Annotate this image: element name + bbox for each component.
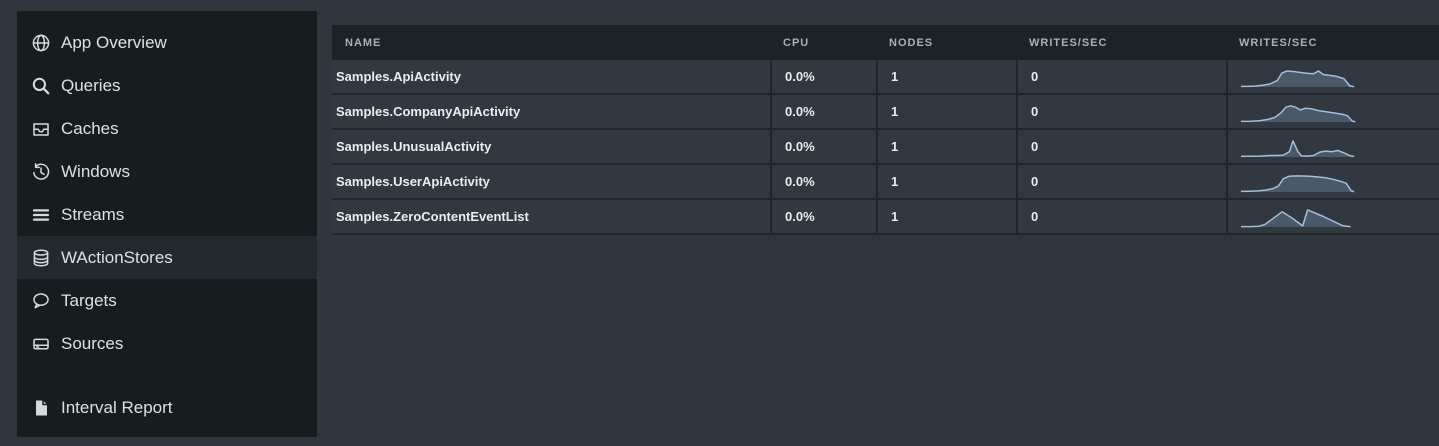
table-row-writes-per-sec: 0 <box>1016 60 1226 95</box>
writes-sparkline <box>1241 208 1351 227</box>
history-icon <box>30 161 52 183</box>
table-row-cpu: 0.0% <box>770 130 876 165</box>
sidebar-item-label: Targets <box>61 290 117 310</box>
table-row-nodes: 1 <box>876 200 1016 235</box>
globe-icon <box>30 32 52 54</box>
column-header-name: NAME <box>332 25 770 60</box>
sidebar-item-sources[interactable]: Sources <box>17 322 317 365</box>
table-row-writes-per-sec: 0 <box>1016 130 1226 165</box>
table-row-nodes: 1 <box>876 60 1016 95</box>
table-row-cpu: 0.0% <box>770 60 876 95</box>
wactionstores-table: NAME CPU NODES WRITES/SEC WRITES/SEC Sam… <box>332 25 1439 235</box>
sidebar-section-gap <box>17 365 317 386</box>
table-row-nodes: 1 <box>876 130 1016 165</box>
streams-lines-icon <box>30 204 52 226</box>
sidebar: App Overview Queries Caches Wind <box>17 11 317 437</box>
sidebar-item-label: Streams <box>61 204 125 224</box>
sidebar-item-wactionstores[interactable]: WActionStores <box>17 236 317 279</box>
writes-sparkline <box>1241 69 1355 87</box>
table-row-nodes: 1 <box>876 95 1016 130</box>
sidebar-item-app-overview[interactable]: App Overview <box>17 21 317 64</box>
inbox-icon <box>30 118 52 140</box>
sidebar-item-streams[interactable]: Streams <box>17 193 317 236</box>
sidebar-item-label: Sources <box>61 333 124 353</box>
sidebar-item-label: App Overview <box>61 32 167 52</box>
document-icon <box>30 397 52 419</box>
table-row-sparkline-cell <box>1226 200 1439 235</box>
table-row-cpu: 0.0% <box>770 200 876 235</box>
sidebar-item-caches[interactable]: Caches <box>17 107 317 150</box>
table-row-writes-per-sec: 0 <box>1016 95 1226 130</box>
table-row-sparkline-cell <box>1226 165 1439 200</box>
drive-icon <box>30 333 52 355</box>
table-row-writes-per-sec: 0 <box>1016 200 1226 235</box>
table-row-nodes: 1 <box>876 165 1016 200</box>
sidebar-item-label: Windows <box>61 161 130 181</box>
sidebar-item-interval-report[interactable]: Interval Report <box>17 386 317 429</box>
table-row-name[interactable]: Samples.CompanyApiActivity <box>332 95 770 130</box>
sidebar-item-label: WActionStores <box>61 247 173 267</box>
table-row-sparkline-cell <box>1226 95 1439 130</box>
table-row-name[interactable]: Samples.ApiActivity <box>332 60 770 95</box>
table-row-name[interactable]: Samples.UnusualActivity <box>332 130 770 165</box>
table-row-sparkline-cell <box>1226 60 1439 95</box>
speech-bubble-icon <box>30 290 52 312</box>
writes-sparkline <box>1241 139 1355 157</box>
sidebar-item-windows[interactable]: Windows <box>17 150 317 193</box>
sidebar-item-label: Interval Report <box>61 397 173 417</box>
table-row-writes-per-sec: 0 <box>1016 165 1226 200</box>
column-header-cpu: CPU <box>770 25 876 60</box>
writes-sparkline <box>1241 174 1355 192</box>
table-row-name[interactable]: Samples.ZeroContentEventList <box>332 200 770 235</box>
sidebar-item-label: Caches <box>61 118 119 138</box>
column-header-writes-per-sec-chart: WRITES/SEC <box>1226 25 1439 60</box>
database-icon <box>30 247 52 269</box>
column-header-writes-per-sec: WRITES/SEC <box>1016 25 1226 60</box>
table-row-cpu: 0.0% <box>770 165 876 200</box>
column-header-nodes: NODES <box>876 25 1016 60</box>
sidebar-item-queries[interactable]: Queries <box>17 64 317 107</box>
table-row-cpu: 0.0% <box>770 95 876 130</box>
sidebar-item-label: Queries <box>61 75 121 95</box>
sidebar-item-targets[interactable]: Targets <box>17 279 317 322</box>
search-icon <box>30 75 52 97</box>
table-row-sparkline-cell <box>1226 130 1439 165</box>
table-row-name[interactable]: Samples.UserApiActivity <box>332 165 770 200</box>
writes-sparkline <box>1241 104 1356 122</box>
